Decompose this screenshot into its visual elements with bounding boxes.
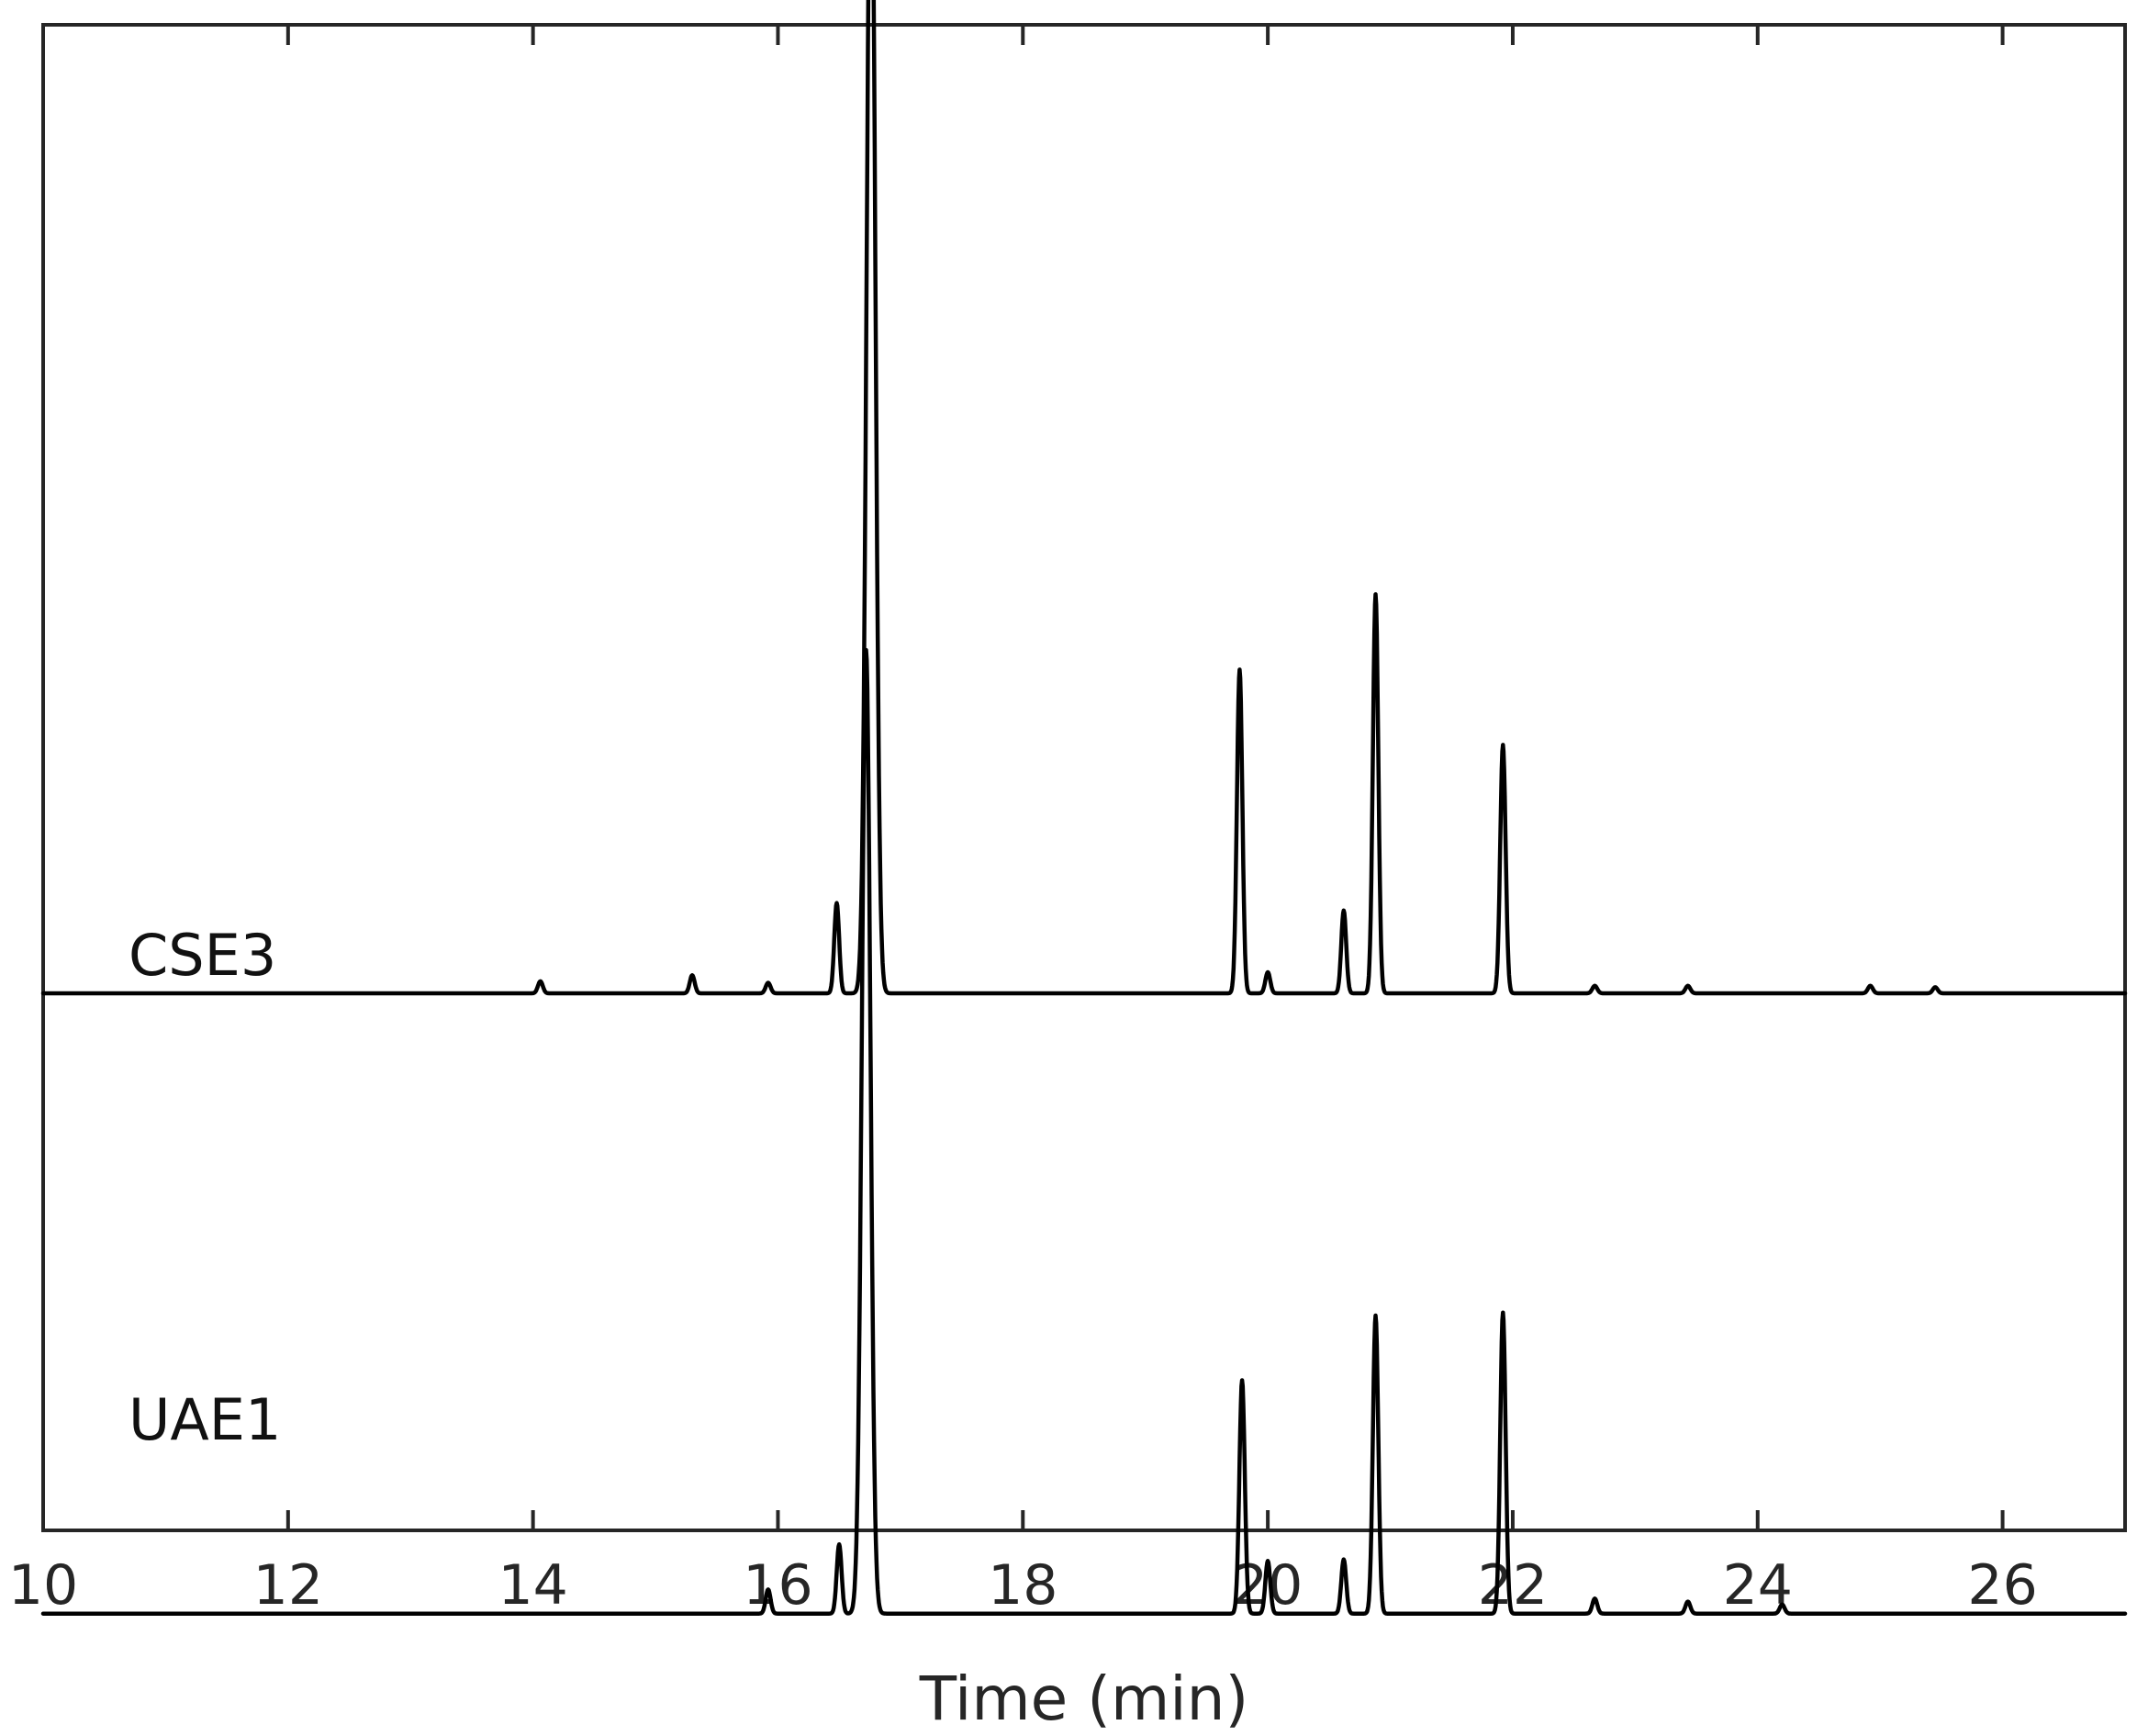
x-tick-label: 14 (498, 1553, 567, 1618)
x-tick-label: 18 (988, 1553, 1057, 1618)
trace-line-cse3 (40, 0, 2128, 996)
x-tick-label: 26 (1967, 1553, 2037, 1618)
trace-label-cse3: CSE3 (129, 922, 276, 989)
x-axis-ticks: 10 12 14 16 18 20 22 24 26 (8, 25, 2038, 1618)
trace-label-uae1: UAE1 (129, 1386, 281, 1453)
traces (40, 0, 2128, 1616)
x-axis-title: Time (min) (919, 1663, 1248, 1734)
x-tick-label: 12 (253, 1553, 323, 1618)
x-tick-label: 16 (743, 1553, 812, 1618)
trace-line-uae1 (40, 647, 2128, 1616)
x-tick-label: 10 (8, 1553, 78, 1618)
x-tick-label: 22 (1478, 1553, 1548, 1618)
axes-box (41, 23, 2127, 1532)
trace-labels: CSE3 UAE1 (129, 922, 281, 1453)
